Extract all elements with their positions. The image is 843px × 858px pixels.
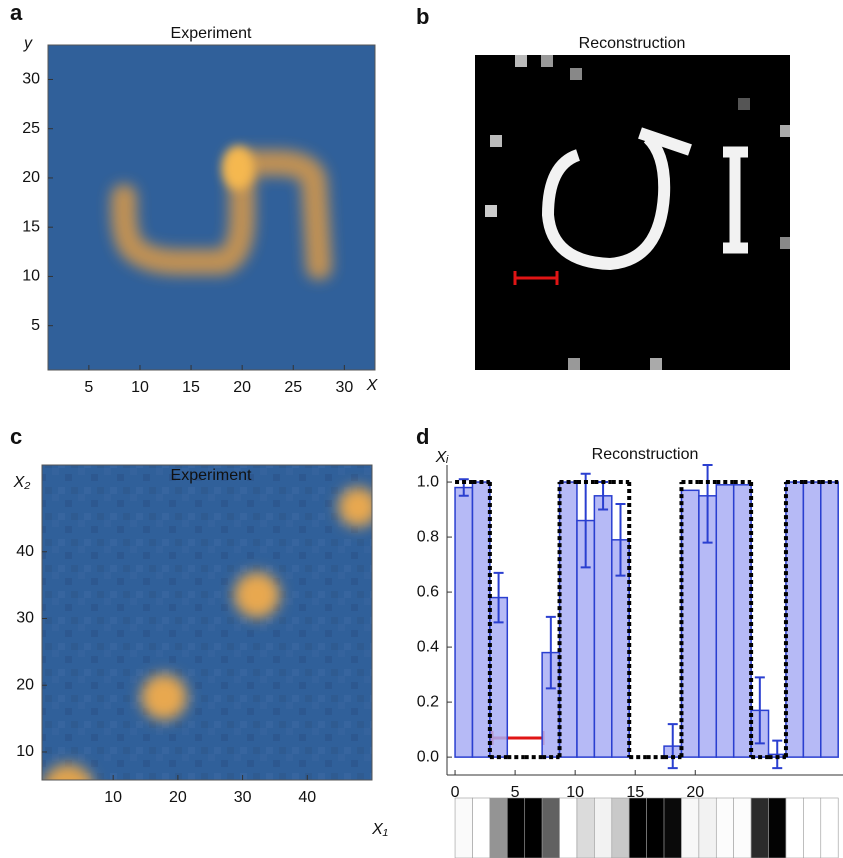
x-tick-label: 15 [626,784,644,801]
y-tick-label: 0.8 [417,528,439,545]
y-tick-label: 10 [22,268,40,285]
heatmap-c [42,465,372,780]
y-axis-label: X₂ [13,474,31,491]
reconstruction-stripe [715,797,735,858]
x-tick-label: 20 [233,379,251,396]
bar [558,481,578,758]
y-tick-label: 25 [22,120,40,137]
reconstruction-stripe [559,797,578,858]
chart-title: Experiment [171,25,252,42]
bar [715,484,735,758]
chart-title: Reconstruction [592,446,699,463]
bar [820,481,839,758]
bar [785,481,805,758]
reconstruction-stripe [541,797,560,858]
bar [471,481,491,758]
image-b [475,55,790,370]
bar [802,481,822,758]
x-tick-label: 10 [566,784,584,801]
chart-title: Reconstruction [579,35,686,52]
y-tick-label: 40 [16,543,34,560]
panel-letter: c [10,424,22,449]
error-bar [772,739,783,770]
bar [680,489,700,758]
error-bar [615,503,626,577]
panel-letter: d [416,424,429,449]
x-tick-label: 5 [84,379,93,396]
reconstruction-stripe [663,797,682,858]
reconstruction-stripe [681,797,700,858]
reconstruction-stripe [506,797,526,858]
y-axis-label: y [23,35,33,52]
reconstruction-stripe [768,797,787,858]
bar [454,486,474,758]
y-tick-label: 0.4 [417,638,439,655]
y-tick-label: 30 [22,71,40,88]
y-tick-label: 0.6 [417,583,439,600]
y-tick-label: 20 [16,676,34,693]
y-axis-label: Xᵢ [435,449,450,466]
reconstruction-stripe [576,797,595,858]
error-bar [702,464,713,544]
bar [732,484,752,758]
x-tick-label: 0 [451,784,460,801]
y-tick-label: 0.0 [417,748,439,765]
x-tick-label: 10 [131,379,149,396]
y-tick-label: 30 [16,610,34,627]
reconstruction-stripe [472,797,491,858]
x-tick-label: 5 [511,784,520,801]
plot-frame [41,464,373,781]
x-axis-label: X₁ [371,821,388,838]
reconstruction-stripe [785,797,804,858]
reconstruction-stripe [820,797,839,858]
heatmap-a [48,45,375,370]
x-axis-label: X [366,377,379,394]
y-tick-label: 15 [22,218,40,235]
panel-letter: a [10,0,23,25]
reconstruction-stripe [733,797,752,858]
bar [593,495,613,758]
x-tick-label: 15 [182,379,200,396]
error-bar [754,676,765,745]
error-bar [545,615,556,690]
reconstruction-stripe [489,797,508,858]
panel-letter: b [416,4,429,29]
error-bar [493,571,504,624]
reconstruction-stripe [750,797,769,858]
x-tick-label: 30 [234,789,252,806]
error-bar [667,723,678,770]
y-tick-label: 20 [22,169,40,186]
reconstruction-stripe [803,797,822,858]
plot-frame [47,44,376,371]
x-tick-label: 25 [284,379,302,396]
reconstruction-stripe [594,797,613,858]
x-tick-label: 20 [686,784,704,801]
x-tick-label: 20 [169,789,187,806]
chart-title: Experiment [171,467,252,484]
y-tick-label: 1.0 [417,473,439,490]
reconstruction-stripe [611,797,630,858]
x-tick-label: 40 [298,789,316,806]
reconstruction-stripe [524,797,543,858]
y-tick-label: 0.2 [417,693,439,710]
y-tick-label: 10 [16,743,34,760]
reconstruction-stripe [698,797,717,858]
reconstruction-stripe [628,797,647,858]
reconstruction-stripe [454,797,473,858]
y-tick-label: 5 [31,317,40,334]
reconstruction-stripe [646,797,665,858]
x-tick-label: 30 [335,379,353,396]
x-tick-label: 10 [104,789,122,806]
error-bar [580,472,591,569]
